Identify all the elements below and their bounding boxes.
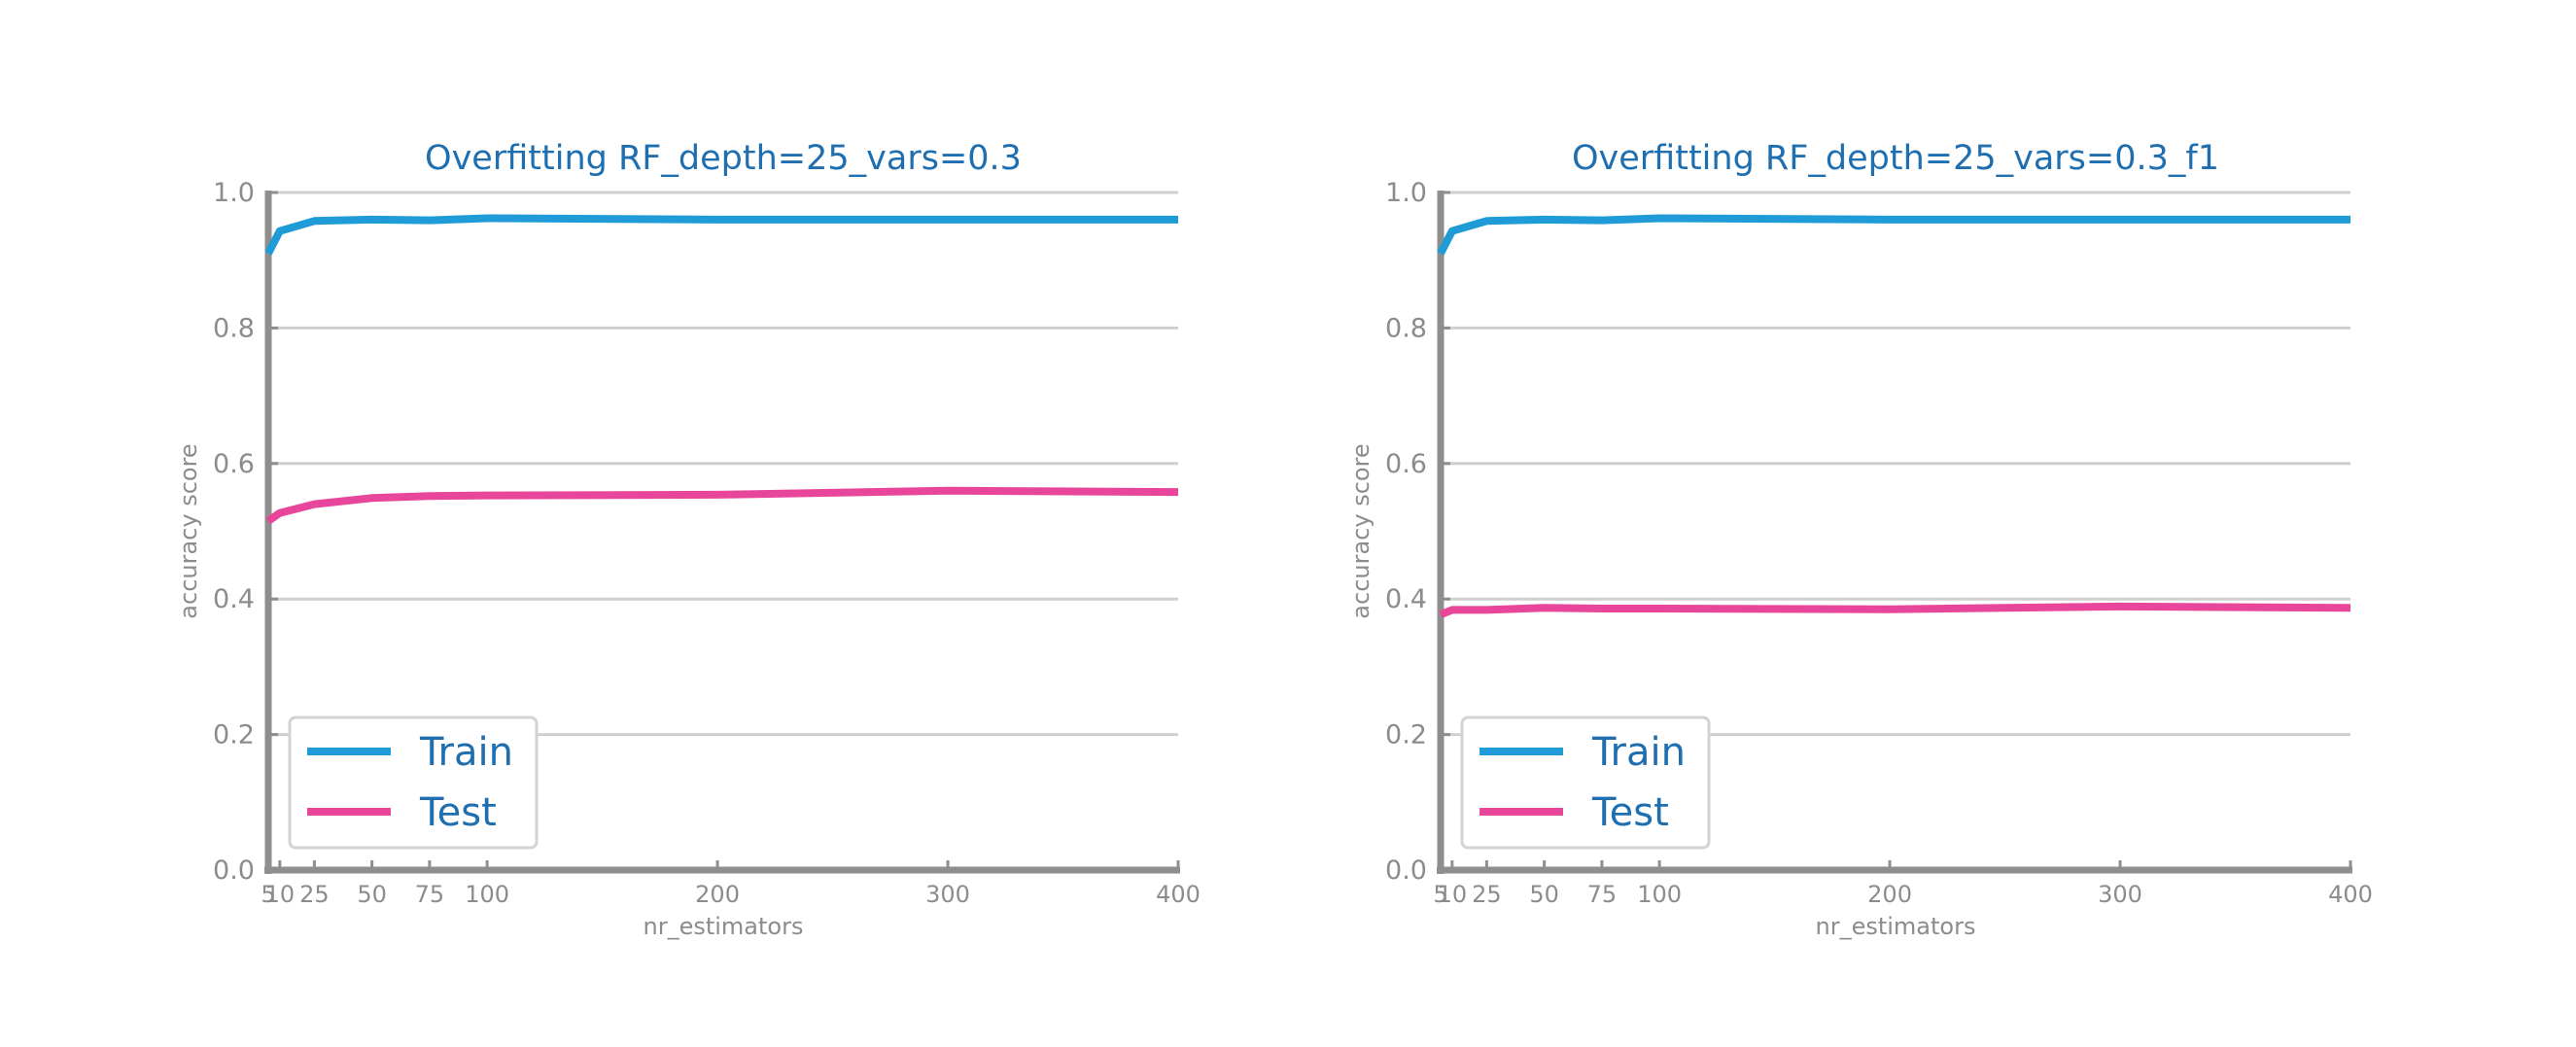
legend-label-test: Test	[1591, 790, 1669, 835]
y-tick-label: 0.8	[213, 313, 255, 343]
x-tick-label: 5	[261, 881, 275, 908]
x-tick-label: 50	[357, 881, 387, 908]
chart-panel-1: 0.0 0.2 0.4 0.6 0.8 1.0 510 25 50 75 100 200 300 400 O…	[175, 139, 1201, 940]
y-tick-label: 1.0	[1385, 178, 1427, 208]
y-tick-label: 0.6	[213, 449, 255, 479]
x-tick-label: 75	[1587, 881, 1618, 908]
x-tick-label: 200	[695, 881, 740, 908]
legend: Train Test	[1460, 715, 1711, 850]
x-axis-label: nr_estimators	[1816, 913, 1976, 940]
x-tick-label: 10	[1438, 881, 1468, 908]
y-tick-label: 0.6	[1385, 449, 1427, 479]
series-line-train	[1437, 214, 2350, 256]
y-tick-label: 0.0	[213, 855, 255, 886]
chart-panel-2: 0.0 0.2 0.4 0.6 0.8 1.0 510 25 50 75 100 200 300 400 O…	[1347, 139, 2373, 940]
x-tick-label: 300	[925, 881, 970, 908]
x-tick-label: 25	[1472, 881, 1502, 908]
x-tick-label: 200	[1867, 881, 1912, 908]
legend-label-train: Train	[1591, 730, 1686, 775]
chart-title: Overfitting RF_depth=25_vars=0.3_f1	[1572, 139, 2219, 178]
legend: Train Test	[288, 715, 539, 850]
y-axis-label: accuracy score	[1347, 443, 1375, 618]
y-tick-label: 0.2	[213, 720, 255, 750]
x-tick-label: 400	[1156, 881, 1201, 908]
legend-label-train: Train	[419, 730, 513, 775]
y-tick-label: 0.0	[1385, 855, 1427, 886]
chart-title: Overfitting RF_depth=25_vars=0.3	[425, 139, 1022, 178]
x-tick-label: 25	[299, 881, 330, 908]
x-tick-label: 75	[415, 881, 445, 908]
x-tick-label: 100	[465, 881, 509, 908]
x-tick-label: 10	[265, 881, 296, 908]
x-tick-label: 5	[1433, 881, 1447, 908]
y-tick-label: 1.0	[213, 178, 255, 208]
series-line-test	[1439, 602, 2351, 618]
y-tick-label: 0.8	[1385, 313, 1427, 343]
x-tick-label: 300	[2098, 881, 2142, 908]
legend-label-test: Test	[419, 790, 497, 835]
y-axis-label: accuracy score	[175, 443, 202, 618]
x-axis-label: nr_estimators	[644, 913, 804, 940]
x-tick-label: 50	[1529, 881, 1559, 908]
series-line-train	[264, 214, 1178, 256]
y-tick-label: 0.2	[1385, 720, 1427, 750]
x-tick-label: 400	[2328, 881, 2373, 908]
y-tick-label: 0.4	[1385, 584, 1427, 614]
y-tick-label: 0.4	[213, 584, 255, 614]
x-tick-label: 100	[1637, 881, 1682, 908]
series-line-test	[265, 486, 1179, 525]
